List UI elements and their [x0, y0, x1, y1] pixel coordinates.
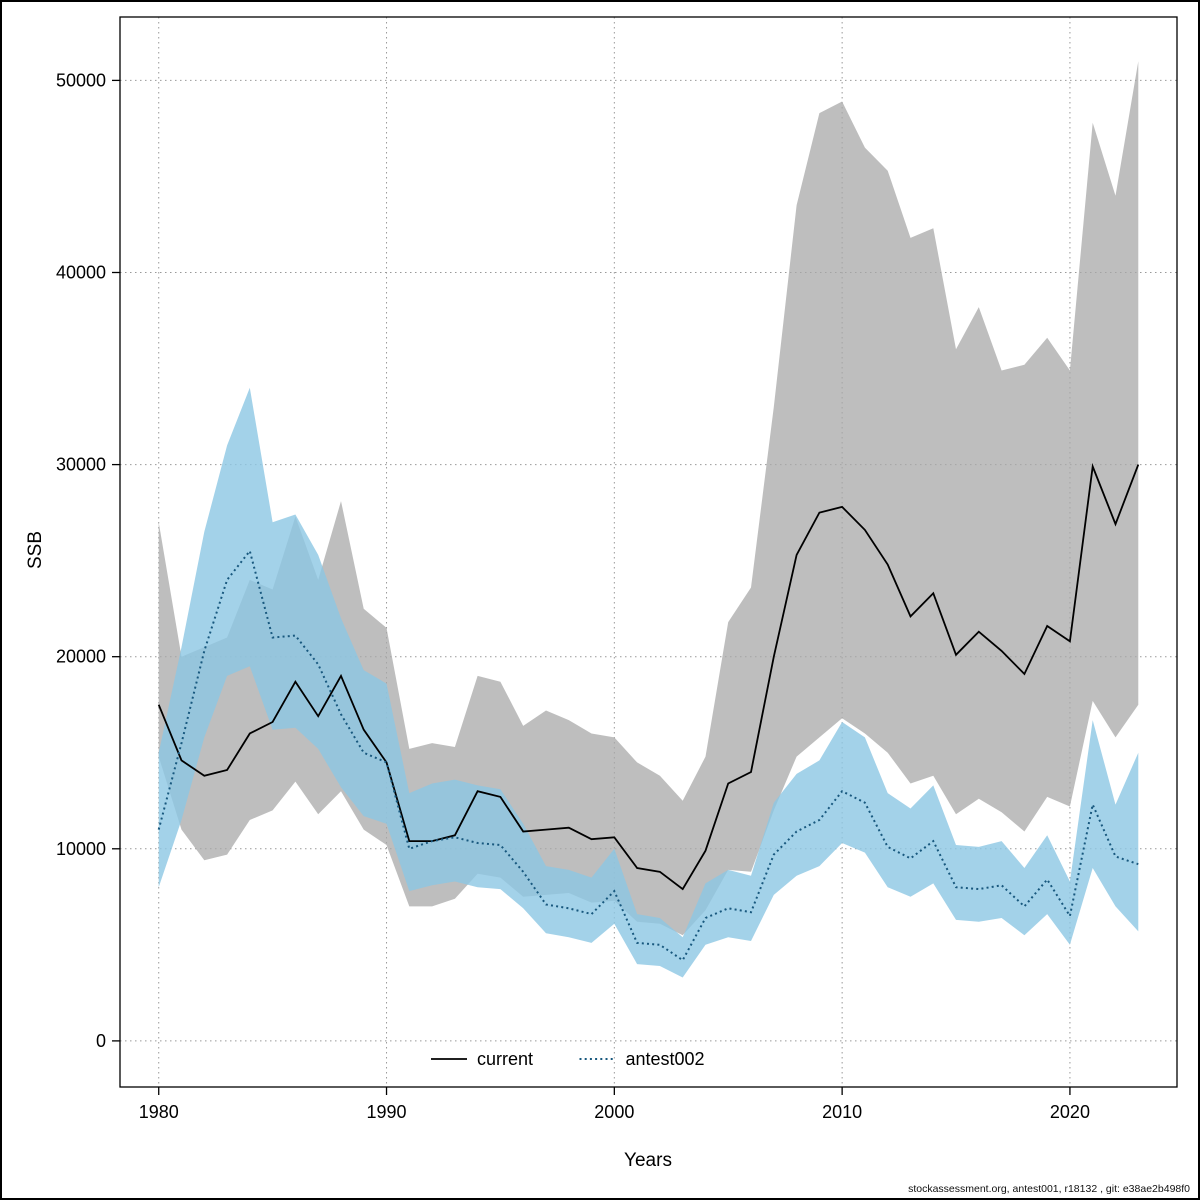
y-tick-label: 0: [96, 1031, 106, 1051]
current-line: [157, 462, 1140, 891]
y-axis-title: SSB: [25, 530, 46, 570]
y-tick-label: 20000: [56, 647, 106, 667]
y-tick-label: 30000: [56, 455, 106, 475]
plot-border: [119, 16, 1178, 1088]
y-tick-label: 50000: [56, 70, 106, 90]
antest002-line: [157, 548, 1139, 962]
legend-label-current: current: [477, 1049, 533, 1069]
x-tick-label: 1980: [139, 1102, 179, 1122]
x-axis-title: Years: [624, 1150, 672, 1171]
current-confidence-band: [158, 61, 1139, 936]
footer-credit: stockassessment.org, antest001, r18132 ,…: [908, 1183, 1190, 1195]
legend-label-antest002: antest002: [626, 1049, 705, 1069]
x-tick-label: 2000: [594, 1102, 634, 1122]
x-tick-label: 2010: [822, 1102, 862, 1122]
antest002-confidence-band: [158, 387, 1139, 978]
y-tick-label: 10000: [56, 839, 106, 859]
x-tick-label: 2020: [1050, 1102, 1090, 1122]
x-tick-label: 1990: [367, 1102, 407, 1122]
y-tick-label: 40000: [56, 262, 106, 282]
